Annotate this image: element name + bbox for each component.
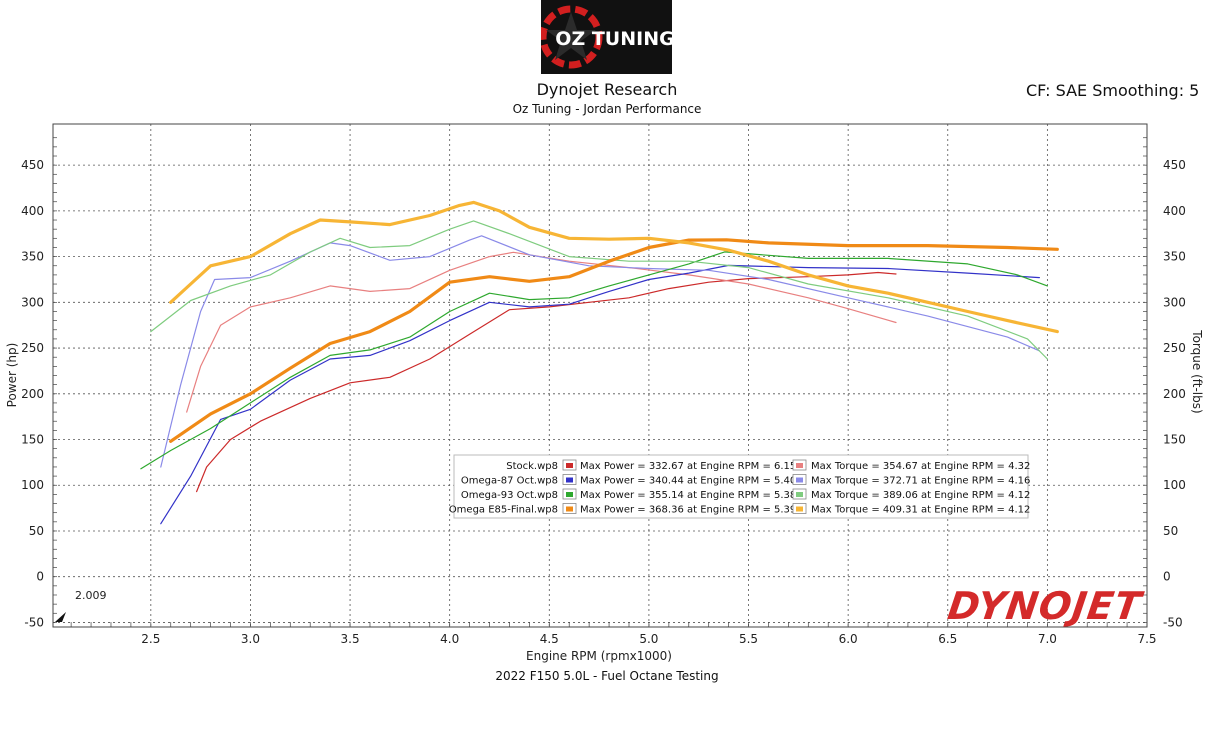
y-tick-label-right: 150 (1163, 433, 1186, 447)
omega-87-oct-power-line (160, 264, 1041, 525)
omega-e85-final-power-line (169, 238, 1059, 443)
axis-ticks: 2.5 3.0 3.5 4.0 4.5 5.0 5.5 6.0 6.5 7.0 7.5 -50 -50 0… (21, 137, 1186, 646)
y-tick-label-right: 400 (1163, 204, 1186, 218)
stock-torque-line (186, 251, 897, 413)
legend-power-text: Max Power = 355.14 at Engine RPM = 5.38 (580, 490, 796, 501)
y-tick-label-left: 350 (21, 250, 44, 264)
legend-power-text: Max Power = 340.44 at Engine RPM = 5.40 (580, 476, 796, 487)
omega-93-oct-torque-line (150, 220, 1049, 360)
legend-torque-text: Max Torque = 389.06 at Engine RPM = 4.12 (811, 490, 1030, 501)
x-tick-label: 6.5 (938, 632, 957, 646)
x-tick-label: 3.0 (241, 632, 260, 646)
y-tick-label-left: 450 (21, 158, 44, 172)
oz-tuning-logo: OZ TUNING (539, 0, 675, 74)
x-tick-label: 3.5 (341, 632, 360, 646)
chart-title: Dynojet Research (536, 80, 678, 99)
y-tick-label-right: 200 (1163, 387, 1186, 401)
omega-e85-final-torque-line (169, 200, 1059, 334)
x-tick-label: 5.0 (639, 632, 658, 646)
cf-label: CF: SAE (1026, 81, 1088, 100)
y-tick-label-left: 150 (21, 433, 44, 447)
legend: Stock.wp8 Max Power = 332.67 at Engine RP… (449, 454, 1030, 519)
origin-arrow-icon (55, 612, 66, 622)
x-tick-label: 2.5 (141, 632, 160, 646)
legend-file-label: Stock.wp8 (506, 461, 558, 472)
legend-power-swatch (566, 492, 573, 497)
y-tick-label-left: 250 (21, 341, 44, 355)
dynojet-watermark: DYNOJET (945, 585, 1146, 629)
y-tick-label-left: 400 (21, 204, 44, 218)
legend-torque-text: Max Torque = 372.71 at Engine RPM = 4.16 (811, 476, 1030, 487)
legend-box (453, 454, 1029, 519)
y-tick-label-right: 0 (1163, 570, 1171, 584)
y-tick-label-left: 100 (21, 478, 44, 492)
x-tick-label: 7.0 (1038, 632, 1057, 646)
series-lines (140, 200, 1059, 525)
legend-power-swatch (566, 506, 573, 512)
smoothing-label: Smoothing: 5 (1092, 81, 1200, 100)
y-axis-title-left: Power (hp) (5, 343, 19, 408)
chart-subtitle: Oz Tuning - Jordan Performance (512, 102, 702, 116)
legend-file-label: Omega-93 Oct.wp8 (461, 490, 558, 501)
omega-87-oct-torque-line (160, 235, 1041, 468)
y-tick-label-right: 250 (1163, 341, 1186, 355)
legend-torque-swatch (796, 463, 803, 468)
legend-torque-text: Max Torque = 409.31 at Engine RPM = 4.12 (811, 505, 1030, 516)
y-tick-label-right: 450 (1163, 158, 1186, 172)
legend-file-label: Omega E85-Final.wp8 (449, 505, 558, 516)
y-tick-label-right: 350 (1163, 250, 1186, 264)
legend-torque-swatch (796, 477, 803, 483)
legend-power-swatch (566, 477, 573, 483)
x-tick-label: 7.5 (1137, 632, 1156, 646)
run-title: 2022 F150 5.0L - Fuel Octane Testing (495, 669, 719, 683)
x-tick-label: 4.5 (540, 632, 559, 646)
legend-power-swatch (566, 463, 573, 468)
legend-torque-swatch (796, 492, 803, 497)
x-origin-label: 2.009 (75, 589, 107, 602)
legend-torque-text: Max Torque = 354.67 at Engine RPM = 4.32 (811, 461, 1030, 472)
y-tick-label-left: 200 (21, 387, 44, 401)
y-tick-label-left: 50 (29, 524, 44, 538)
legend-file-label: Omega-87 Oct.wp8 (461, 476, 558, 487)
y-tick-label-left: 0 (36, 570, 44, 584)
legend-power-text: Max Power = 368.36 at Engine RPM = 5.39 (580, 505, 796, 516)
x-tick-label: 4.0 (440, 632, 459, 646)
y-tick-label-right: 100 (1163, 478, 1186, 492)
legend-power-text: Max Power = 332.67 at Engine RPM = 6.15 (580, 461, 796, 472)
x-tick-label: 5.5 (739, 632, 758, 646)
y-tick-label-right: -50 (1163, 615, 1183, 629)
legend-torque-swatch (796, 506, 803, 512)
plot-frame (52, 123, 1148, 628)
stock-power-line (196, 271, 897, 493)
y-tick-label-right: 300 (1163, 295, 1186, 309)
correction-factor-info: CF: SAE Smoothing: 5 (1026, 81, 1199, 100)
y-tick-label-left: -50 (24, 615, 44, 629)
x-tick-label: 6.0 (839, 632, 858, 646)
y-tick-label-right: 50 (1163, 524, 1178, 538)
grid (53, 124, 1147, 627)
y-tick-label-left: 300 (21, 295, 44, 309)
omega-93-oct-power-line (140, 251, 1049, 470)
x-axis-title: Engine RPM (rpmx1000) (526, 649, 672, 663)
y-axis-title-right: Torque (ft-lbs) (1190, 329, 1204, 413)
logo-text: OZ TUNING (555, 28, 672, 50)
